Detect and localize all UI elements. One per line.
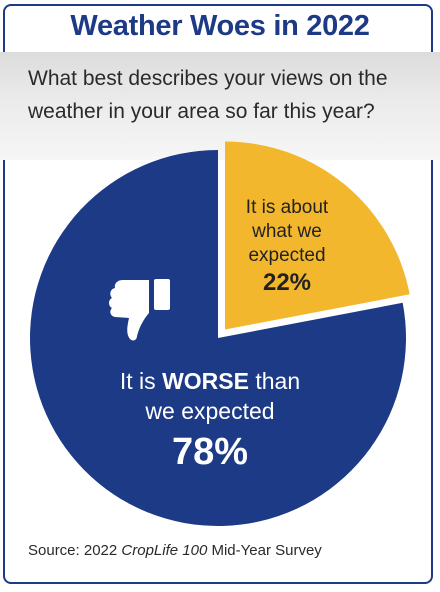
percent-label-expected: 22% — [262, 269, 312, 296]
slice-label-worse: It is WORSE than we expected 78% — [60, 366, 360, 476]
label-text: than — [248, 368, 301, 394]
source-suffix: Mid-Year Survey — [207, 542, 322, 559]
label-text: It is — [119, 368, 163, 394]
thumbs-down-icon — [109, 279, 170, 341]
source-publication: CropLife 100 — [121, 542, 208, 559]
pie-slice-worse — [29, 150, 407, 526]
survey-question: What best describes your views on the we… — [28, 67, 388, 123]
pie-slice-expected — [225, 141, 410, 330]
question-band — [0, 52, 440, 160]
label-line: we expected — [145, 398, 275, 424]
percent-label-worse: 78% — [171, 431, 249, 473]
label-line: what we — [252, 221, 322, 242]
label-line: expected — [248, 245, 326, 266]
label-emphasis: WORSE — [162, 368, 249, 394]
source-prefix: Source: 2022 — [28, 542, 122, 559]
label-line: It is about — [245, 197, 329, 218]
chart-title: Weather Woes in 2022 — [70, 10, 370, 42]
slice-label-expected: It is about what we expected 22% — [222, 196, 352, 298]
source-note: Source: 2022 CropLife 100 Mid-Year Surve… — [28, 542, 322, 559]
